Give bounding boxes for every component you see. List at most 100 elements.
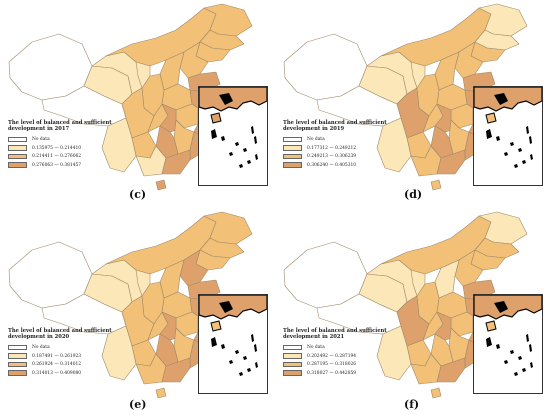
inset-island: [518, 148, 522, 152]
inset-island: [255, 154, 258, 160]
province-beijing-hebei: [179, 41, 209, 79]
inset-island: [255, 362, 258, 368]
legend-swatch-no-data: [8, 344, 27, 351]
legend-swatch-no-data: [283, 344, 302, 351]
province-yunnan: [376, 325, 412, 381]
legend-class-high: 0.276063 — 0.381457: [32, 162, 82, 168]
province-hainan: [430, 387, 442, 399]
inset-island: [522, 160, 526, 164]
legend-no-data: No data: [307, 345, 325, 351]
legend-class-high: 0.306240 — 0.405310: [307, 162, 357, 168]
inset-island: [247, 160, 251, 164]
inset-island: [235, 142, 239, 146]
province-yunnan: [101, 325, 137, 381]
legend-swatch-high: [8, 162, 27, 168]
inset-island: [494, 301, 508, 313]
inset-island: [522, 368, 526, 372]
province-guangdong: [161, 149, 191, 175]
legend-swatch-high: [8, 370, 27, 376]
province-guangdong: [436, 149, 466, 175]
inset-island: [243, 356, 247, 360]
legend-swatch-low: [8, 145, 27, 151]
inset-coastline: [473, 294, 543, 320]
inset-coastline: [473, 86, 543, 112]
panel-label: (d): [404, 188, 423, 201]
inset-coastline: [198, 86, 268, 112]
legend-title: The level of balanced and sufficient dev…: [283, 120, 387, 133]
inset-map: [473, 294, 543, 376]
province-ningxia: [135, 61, 151, 89]
inset-map: [198, 86, 268, 168]
province-guangdong: [436, 357, 466, 383]
province-beijing-hebei: [454, 249, 484, 287]
inset-island: [510, 350, 514, 354]
inset-island: [211, 337, 217, 347]
inset-island: [221, 136, 225, 141]
inset-island: [529, 344, 532, 352]
legend-class-high: 0.314013 — 0.409080: [32, 370, 82, 376]
inset-island: [235, 350, 239, 354]
legend-swatch-mid: [283, 153, 302, 160]
inset-island: [486, 337, 492, 347]
inset-island: [486, 129, 492, 139]
inset-island: [494, 93, 508, 105]
map-panel-f: The level of balanced and sufficient dev…: [275, 208, 550, 416]
inset-hainan: [485, 112, 497, 124]
province-beijing-hebei: [454, 41, 484, 79]
legend-swatch-mid: [283, 361, 302, 368]
legend-no-data: No data: [32, 345, 50, 351]
inset-island: [526, 126, 529, 134]
inset-island: [530, 362, 533, 368]
map-panel-d: The level of balanced and sufficient dev…: [275, 0, 550, 208]
province-yunnan: [376, 117, 412, 173]
map-legend: The level of balanced and sufficient dev…: [283, 120, 403, 169]
province-guangdong: [161, 357, 191, 383]
province-hainan: [430, 179, 442, 191]
map-panel-e: The level of balanced and sufficient dev…: [0, 208, 275, 416]
inset-island: [229, 360, 233, 364]
inset-island: [496, 344, 500, 349]
inset-island: [530, 154, 533, 160]
legend-no-data: No data: [307, 137, 325, 143]
china-map: [8, 211, 253, 399]
panel-label: (c): [129, 188, 147, 201]
south-china-sea-inset: [198, 294, 268, 394]
legend-title: The level of balanced and sufficient dev…: [283, 328, 387, 341]
legend-no-data: No data: [32, 137, 50, 143]
province-beijing-hebei: [179, 249, 209, 287]
panel-label: (f): [404, 398, 420, 411]
legend-swatch-no-data: [283, 136, 302, 143]
inset-hainan: [485, 320, 497, 332]
inset-island: [510, 142, 514, 146]
inset-island: [518, 356, 522, 360]
legend-swatch-low: [8, 353, 27, 359]
map-legend: The level of balanced and sufficient dev…: [8, 328, 128, 377]
legend-swatch-high: [283, 162, 302, 168]
south-china-sea-inset: [473, 86, 543, 186]
legend-class-mid: 0.261924 — 0.314012: [32, 362, 82, 368]
legend-swatch-no-data: [8, 136, 27, 143]
inset-island: [229, 152, 233, 156]
map-panel-c: The level of balanced and sufficient dev…: [0, 0, 275, 208]
province-ningxia: [135, 269, 151, 297]
legend-title: The level of balanced and sufficient dev…: [8, 328, 112, 341]
legend-class-mid: 0.287195 — 0.318026: [307, 362, 357, 368]
inset-map: [473, 86, 543, 168]
map-legend: The level of balanced and sufficient dev…: [283, 328, 403, 377]
inset-island: [529, 136, 532, 144]
legend-class-low: 0.202492 — 0.287194: [307, 353, 357, 359]
legend-class-low: 0.177312 — 0.249212: [307, 145, 357, 151]
panel-label: (e): [129, 398, 147, 411]
legend-swatch-mid: [8, 153, 27, 160]
inset-island: [239, 164, 243, 168]
legend-class-mid: 0.249213 — 0.306239: [307, 154, 357, 160]
province-hainan: [155, 179, 167, 191]
legend-class-mid: 0.214411 — 0.276062: [32, 154, 82, 160]
legend-title: The level of balanced and sufficient dev…: [8, 120, 112, 133]
province-ningxia: [410, 269, 426, 297]
inset-island: [514, 164, 518, 168]
inset-island: [219, 301, 233, 313]
legend-class-low: 0.187491 — 0.261923: [32, 353, 82, 359]
province-yunnan: [101, 117, 137, 173]
south-china-sea-inset: [473, 294, 543, 394]
